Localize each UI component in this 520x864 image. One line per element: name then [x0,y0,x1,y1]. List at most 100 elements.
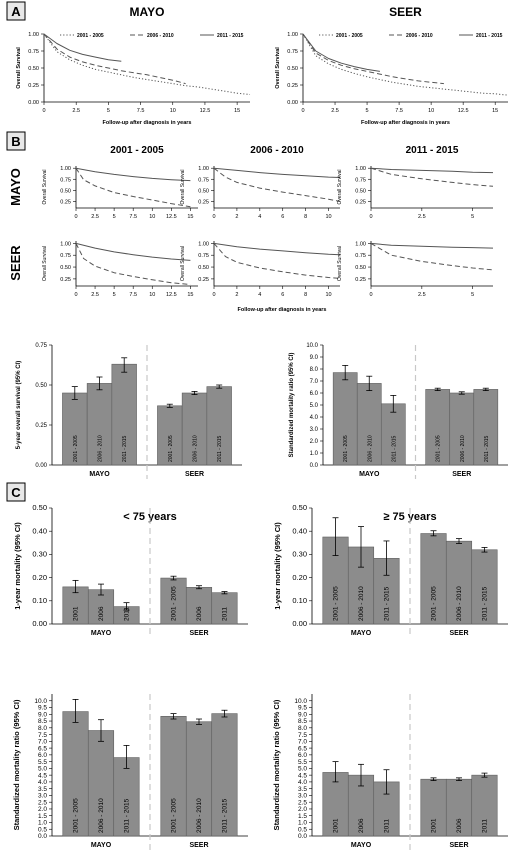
y-tick-label: 0.00 [35,463,47,469]
y-tick-label: 2.0 [38,806,47,813]
legend-label: 2011 - 2015 [476,33,503,39]
y-tick-label: 0.50 [35,383,47,389]
facet-row-title: SEER [8,245,23,281]
y-tick-label: 1.00 [355,241,366,247]
survival-curve [370,167,494,187]
bar [111,363,137,466]
bar-category-label: 2001 - 2005 [171,586,178,621]
y-axis-label: Overall Survival [42,169,48,204]
y-tick-label: 1.5 [38,813,47,820]
y-tick-label: 0.00 [292,619,307,628]
y-tick-label: 0.25 [287,83,298,89]
y-axis-label: 1-year mortality (95% CI) [273,522,282,610]
bar [157,405,183,466]
y-tick-label: 0.75 [355,253,366,259]
x-tick-label: 12.5 [458,108,469,114]
y-tick-label: 1.00 [198,241,209,247]
y-tick-label: 7.0 [310,379,319,385]
y-tick-label: 0.5 [298,826,307,833]
x-tick-label: 2.5 [72,108,80,114]
y-tick-label: 7.5 [298,732,307,739]
y-tick-label: 3.0 [310,427,319,433]
bar-category-label: 2006 [98,606,105,621]
y-tick-label: 0.20 [32,573,47,582]
survival-curve [213,167,341,178]
x-tick-label: 12.5 [166,292,177,298]
x-tick-label: 2 [235,292,238,298]
y-tick-label: 2.0 [310,439,319,445]
x-tick-label: 10 [170,108,176,114]
y-axis-label: Standardized mortality ratio (95% CI) [12,699,21,830]
survival-curve [370,242,494,249]
x-tick-label: 5 [471,292,474,298]
y-tick-label: 1.00 [60,241,71,247]
bar [420,533,447,625]
group-label: MAYO [89,471,110,478]
survival-curve [43,33,251,95]
bar [62,711,89,837]
bar [86,383,113,466]
y-tick-label: 0.75 [198,253,209,259]
bar-category-label: 2006 - 2010 [193,435,199,462]
bar-category-label: 2001 [333,818,340,833]
bar-category-label: 2001 - 2005 [168,435,174,462]
x-tick-label: 10 [149,214,155,220]
y-axis-label: Overall Survival [337,169,343,204]
x-tick-label: 10 [325,292,331,298]
bar-category-label: 2001 - 2005 [436,435,442,462]
group-label: MAYO [91,842,112,849]
y-tick-label: 6.5 [298,745,307,752]
x-tick-label: 4 [258,292,261,298]
y-tick-label: 8.0 [310,367,319,373]
y-tick-label: 6.0 [298,752,307,759]
x-tick-label: 7.5 [129,292,137,298]
y-tick-label: 0.25 [355,199,366,205]
y-tick-label: 1.0 [298,820,307,827]
y-tick-label: 0.25 [35,423,47,429]
bar-category-label: 2001 - 2005 [333,586,340,621]
group-label: SEER [185,471,204,478]
y-tick-label: 10.0 [34,698,47,705]
group-label: MAYO [351,842,372,849]
y-tick-label: 0.25 [60,277,71,283]
x-tick-label: 12.5 [200,108,211,114]
x-tick-label: 2.5 [418,292,426,298]
x-tick-label: 6 [281,292,284,298]
x-tick-label: 2.5 [418,214,426,220]
y-tick-label: 9.0 [38,711,47,718]
y-tick-label: 4.5 [38,772,47,779]
bar-category-label: 2006 [358,818,365,833]
group-label: SEER [452,471,471,478]
bar-category-label: 2001 [73,606,80,621]
bar [445,540,473,625]
bar-category-label: 2011 - 2015 [221,798,228,833]
x-tick-label: 8 [304,292,307,298]
y-tick-label: 0.20 [292,573,307,582]
survival-curve [302,33,509,96]
y-tick-label: 1.0 [310,451,319,457]
y-tick-label: 8.0 [298,725,307,732]
y-tick-label: 0.00 [287,100,298,106]
bar [206,386,232,466]
chart-title: ≥ 75 years [383,511,436,523]
y-tick-label: 3.0 [38,793,47,800]
y-tick-label: 0.25 [198,199,209,205]
bar [181,392,208,466]
bar [185,587,213,625]
y-tick-label: 10.0 [294,698,307,705]
y-tick-label: 0.10 [32,596,47,605]
x-tick-label: 0 [369,292,372,298]
x-tick-label: 7.5 [129,214,137,220]
legend-label: 2011 - 2015 [217,33,244,39]
y-tick-label: 0.50 [32,503,47,512]
y-tick-label: 0.50 [198,265,209,271]
y-tick-label: 1.5 [298,813,307,820]
y-tick-label: 0.75 [35,343,47,349]
bar-category-label: 2011 - 2015 [383,586,390,621]
chart-title: MAYO [130,5,165,19]
facet-row-title: MAYO [8,168,23,206]
y-tick-label: 0.75 [28,49,39,55]
facet-column-title: 2011 - 2015 [406,145,459,156]
y-tick-label: 5.5 [38,759,47,766]
y-tick-label: 7.5 [38,732,47,739]
